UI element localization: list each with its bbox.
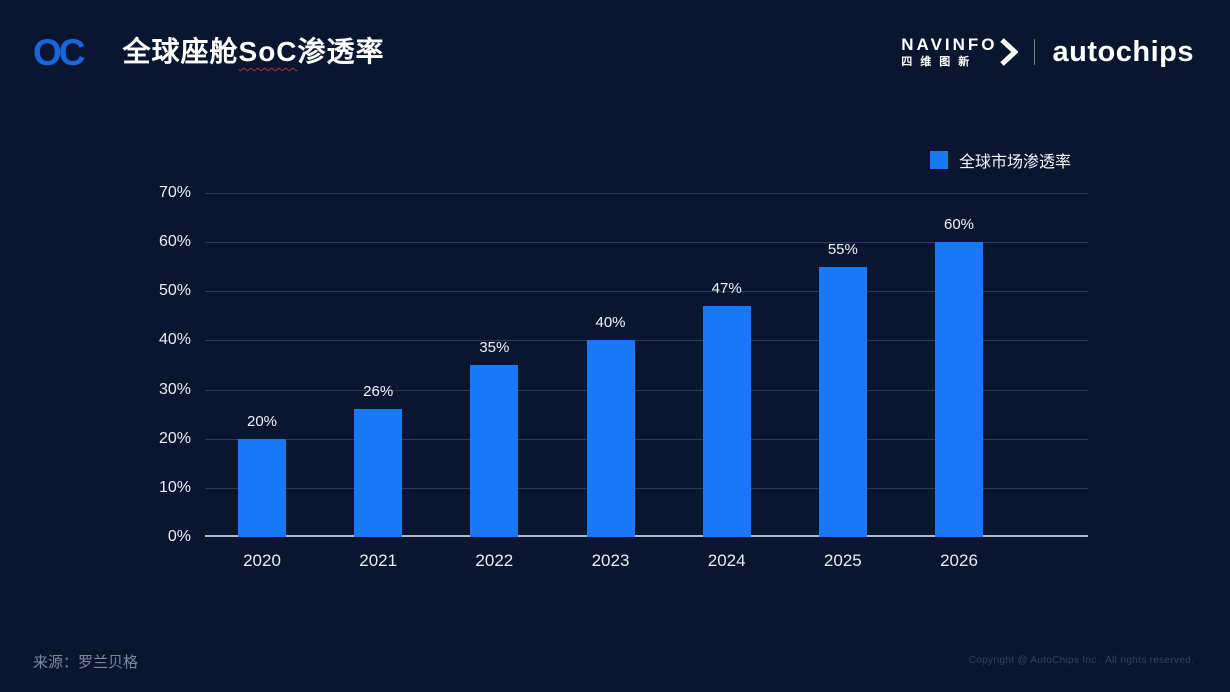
x-axis-line xyxy=(205,535,1088,537)
bar-value-label-2020: 20% xyxy=(246,412,278,430)
gridline-10% xyxy=(205,487,1088,489)
x-tick-label-2022: 2022 xyxy=(475,551,514,570)
bar-value-label-2022: 35% xyxy=(479,339,510,356)
bar-value-label-2025: 55% xyxy=(827,240,858,258)
chart-legend: 全球市场渗透率 xyxy=(930,148,1071,172)
slide-header: OC 全球座舱SoC渗透率 NAVINFO 四维图新 autochips xyxy=(33,28,1194,76)
x-tick-label-2024: 2024 xyxy=(707,551,746,570)
gridline-40% xyxy=(205,340,1088,342)
navinfo-chevron-icon xyxy=(999,38,1018,66)
bar-value-label-2023: 40% xyxy=(595,314,626,332)
navinfo-wordmark: NAVINFO xyxy=(901,35,998,54)
gridline-30% xyxy=(205,389,1088,391)
brand-logos: NAVINFO 四维图新 autochips xyxy=(901,36,1194,68)
legend-swatch xyxy=(930,151,948,169)
gridline-70% xyxy=(205,193,1088,194)
navinfo-logo: NAVINFO 四维图新 xyxy=(901,36,997,68)
title-prefix: 全球座舱 xyxy=(122,36,239,68)
bar-2022 xyxy=(470,365,519,537)
brand-divider xyxy=(1033,39,1035,65)
oc-logo: OC xyxy=(33,31,85,73)
bar-2024 xyxy=(702,306,751,537)
navinfo-chinese-label: 四维图新 xyxy=(901,56,978,68)
title-suffix: 渗透率 xyxy=(297,36,385,68)
source-note: 来源：罗兰贝格 xyxy=(33,654,139,671)
x-tick-label-2020: 2020 xyxy=(243,551,281,570)
y-tick-label-60%: 60% xyxy=(158,233,191,251)
page-title: 全球座舱SoC渗透率 xyxy=(123,35,385,69)
x-tick-label-2026: 2026 xyxy=(940,551,978,570)
bar-2021 xyxy=(354,409,403,537)
x-tick-label-2021: 2021 xyxy=(359,551,398,570)
bar-2026 xyxy=(935,242,984,537)
title-soc-underlined: SoC xyxy=(238,36,298,68)
y-tick-label-40%: 40% xyxy=(158,331,191,349)
x-tick-label-2023: 2023 xyxy=(591,551,630,570)
autochips-logo: autochips xyxy=(1052,35,1194,68)
x-tick-label-2025: 2025 xyxy=(823,551,862,570)
y-tick-label-10%: 10% xyxy=(158,478,191,496)
y-tick-label-50%: 50% xyxy=(158,282,191,300)
gridline-50% xyxy=(205,291,1088,293)
bar-2020 xyxy=(238,438,286,537)
gridline-20% xyxy=(205,438,1088,440)
y-tick-label-20%: 20% xyxy=(158,429,191,447)
bar-2025 xyxy=(818,266,867,537)
bar-value-label-2024: 47% xyxy=(711,280,742,298)
bar-value-label-2021: 26% xyxy=(363,383,394,401)
bar-chart: 0% 10% 20% 30% 40% 50% 60% 70% 20% 2020 26% 2021 35%… xyxy=(159,184,1088,570)
y-tick-label-30%: 30% xyxy=(158,380,191,398)
legend-label: 全球市场渗透率 xyxy=(959,154,1072,171)
gridline-60% xyxy=(205,242,1088,244)
bar-value-label-2026: 60% xyxy=(944,216,975,234)
copyright-note: Copyright @ AutoChips Inc . All rights r… xyxy=(968,655,1194,666)
bar-2023 xyxy=(586,340,635,537)
y-tick-label-70%: 70% xyxy=(158,184,191,201)
y-tick-label-0%: 0% xyxy=(167,528,191,545)
